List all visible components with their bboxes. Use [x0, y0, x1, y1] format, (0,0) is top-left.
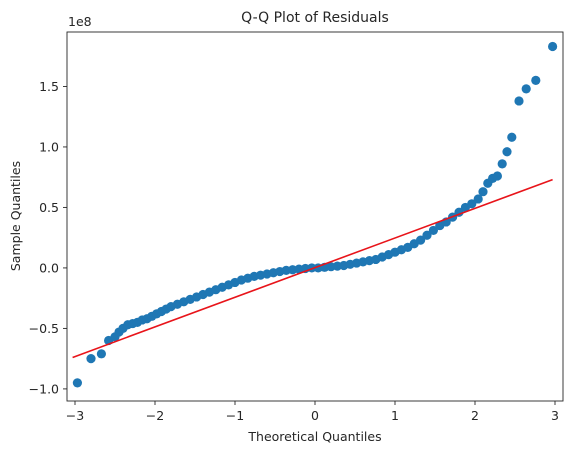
data-point — [428, 225, 438, 236]
data-point — [473, 194, 483, 204]
x-tick-label: −3 — [66, 408, 84, 423]
x-tick-label: −1 — [226, 408, 244, 423]
x-tick-label: −2 — [146, 408, 164, 423]
y-tick-label: 0.0 — [39, 260, 59, 275]
x-tick-label: 3 — [551, 408, 559, 423]
x-axis-label: Theoretical Quantiles — [247, 429, 381, 444]
y-tick-label: −0.5 — [29, 321, 59, 336]
data-point — [531, 75, 541, 85]
reference-line — [72, 178, 553, 359]
data-point — [478, 187, 488, 197]
y-tick-label: 0.5 — [39, 200, 59, 215]
plot-frame — [66, 31, 564, 402]
data-point — [72, 378, 82, 388]
data-point — [467, 199, 477, 209]
data-point — [502, 147, 512, 157]
x-tick-label: 0 — [311, 408, 319, 423]
plot-area — [72, 41, 558, 388]
x-tick-label: 2 — [471, 408, 479, 423]
x-tick-label: 1 — [391, 408, 399, 423]
y-tick-label: −1.0 — [29, 381, 59, 396]
data-point — [548, 41, 558, 52]
chart-title: Q-Q Plot of Residuals — [241, 10, 389, 26]
data-point — [96, 349, 106, 359]
y-tick-label: 1.0 — [39, 139, 59, 154]
y-axis: −1.0 −0.5 0.0 0.5 1.0 1.5 — [29, 79, 67, 396]
data-point — [416, 235, 426, 245]
data-point — [497, 159, 507, 169]
x-axis: −3 −2 −1 0 1 2 3 — [66, 401, 559, 423]
data-point — [86, 354, 96, 364]
data-point — [492, 171, 502, 181]
data-point — [521, 84, 531, 94]
y-tick-label: 1.5 — [39, 79, 59, 94]
y-axis-label: Sample Quantiles — [8, 161, 23, 271]
data-point — [422, 230, 432, 240]
data-point — [514, 96, 524, 106]
y-offset-label: 1e8 — [68, 14, 92, 29]
data-point — [507, 132, 517, 142]
